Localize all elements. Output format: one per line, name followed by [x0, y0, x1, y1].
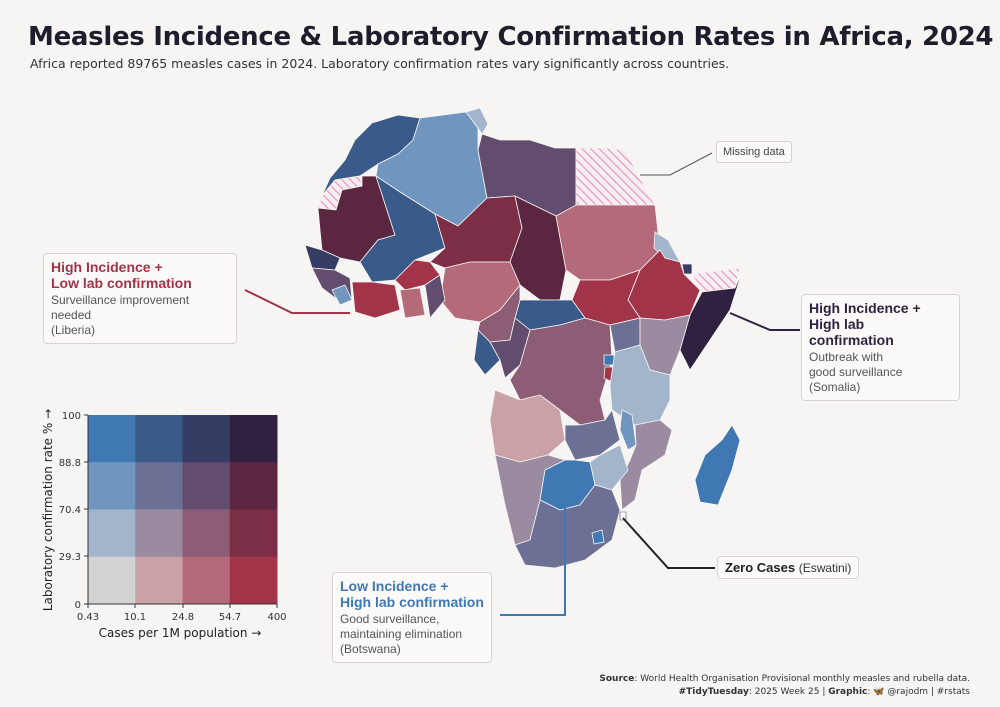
callout-somalia-body-1: Outbreak with	[809, 350, 884, 364]
legend-cell-r1-c3	[229, 462, 278, 510]
legend-cell-r2-c2	[182, 509, 231, 558]
region-liberia	[331, 284, 353, 306]
region-gabon	[473, 329, 501, 376]
footer-tt-label: #TidyTuesday	[678, 687, 749, 697]
x-tick-3: 54.7	[219, 612, 241, 623]
callout-somalia-body-2: good surveillance (Somalia)	[809, 365, 903, 394]
callout-somalia-head-1: High Incidence +	[809, 300, 921, 316]
legend-cell-r2-c3	[229, 509, 278, 558]
callout-liberia-head-1: High Incidence +	[51, 259, 163, 275]
region-lesotho	[591, 529, 605, 545]
callout-liberia-head-2: Low lab confirmation	[51, 275, 192, 291]
callout-botswana-head-2: High lab confirmation	[340, 594, 484, 610]
x-tick-0: 0.43	[77, 612, 99, 623]
leader-eswatini	[622, 517, 715, 569]
callout-somalia: High Incidence + High lab confirmation O…	[801, 294, 960, 401]
page-subtitle: Africa reported 89765 measles cases in 2…	[30, 56, 730, 71]
footer-source-line: Source: World Health Organisation Provis…	[599, 673, 970, 686]
x-tick-2: 24.8	[172, 612, 194, 623]
legend-cell-r0-c3	[229, 415, 278, 463]
missing-data-label: Missing data	[716, 141, 792, 163]
callout-botswana-body-3: (Botswana)	[340, 642, 401, 656]
region-tunisia	[465, 107, 489, 135]
legend-cell-r3-c0	[88, 556, 136, 605]
legend-cell-r2-c1	[135, 509, 183, 558]
region-angola	[489, 389, 566, 463]
callout-somalia-head-2: High lab confirmation	[809, 316, 894, 348]
callout-botswana-body-2: maintaining elimination	[340, 627, 463, 641]
legend-cell-r0-c1	[135, 415, 183, 463]
leader-lines	[244, 152, 800, 616]
y-tick-70: 70.4	[59, 505, 81, 516]
region-benin	[424, 274, 446, 319]
region-mozambique	[619, 419, 673, 511]
leader-liberia	[244, 289, 350, 314]
region-cote-divoire	[351, 281, 401, 319]
region-senegal	[304, 244, 341, 271]
leader-botswana	[500, 480, 566, 616]
footer-graphic-text: : 🦋 @rajodm | #rstats	[867, 687, 970, 697]
legend-cell-r3-c2	[182, 556, 231, 605]
footer-graphic-label: Graphic	[828, 687, 868, 697]
legend-cell-r1-c0	[88, 462, 136, 510]
region-tanzania	[609, 344, 671, 426]
legend-axes	[84, 414, 278, 608]
callout-eswatini-head: Zero Cases	[725, 560, 796, 575]
legend-cell-r0-c0	[88, 415, 136, 463]
footer-source-text: : World Health Organisation Provisional …	[634, 674, 970, 684]
callout-eswatini-country: (Eswatini)	[798, 561, 852, 575]
region-ghana	[399, 287, 426, 319]
legend-x-label: Cases per 1M population →	[99, 626, 262, 640]
legend-y-label: Laboratory confirmation rate % →	[41, 409, 55, 611]
callout-botswana: Low Incidence + High lab confirmation Go…	[332, 572, 492, 663]
region-egypt	[575, 147, 656, 206]
footer-credit-line: #TidyTuesday: 2025 Week 25 | Graphic: 🦋 …	[599, 686, 970, 699]
callout-liberia-body-1: Surveillance improvement needed	[51, 293, 190, 322]
callout-eswatini: Zero Cases (Eswatini)	[717, 556, 860, 579]
legend-cell-r3-c1	[135, 556, 183, 605]
region-zambia	[564, 409, 621, 461]
footer-tt-text: : 2025 Week 25 |	[748, 687, 829, 697]
callout-botswana-head-1: Low Incidence +	[340, 578, 449, 594]
region-malawi	[619, 409, 637, 451]
callout-botswana-body-1: Good surveillance,	[340, 612, 440, 626]
page-title: Measles Incidence & Laboratory Confirmat…	[28, 22, 994, 52]
legend-cell-r0-c2	[182, 415, 231, 463]
callout-liberia-body-2: (Liberia)	[51, 323, 96, 337]
legend-cell-r1-c1	[135, 462, 183, 510]
y-tick-29: 29.3	[59, 552, 81, 563]
legend-cell-r2-c0	[88, 509, 136, 558]
footer-source-label: Source	[599, 674, 635, 684]
callout-liberia: High Incidence + Low lab confirmation Su…	[43, 253, 237, 344]
footer: Source: World Health Organisation Provis…	[599, 673, 970, 699]
legend-cell-r1-c2	[182, 462, 231, 510]
leader-somalia	[729, 312, 800, 331]
region-rwanda	[603, 354, 615, 366]
region-madagascar	[694, 424, 741, 506]
y-tick-100: 100	[62, 411, 81, 422]
y-tick-0: 0	[75, 600, 81, 611]
region-south-africa	[514, 484, 621, 569]
y-tick-88: 88.8	[59, 458, 81, 469]
x-tick-4: 400	[267, 612, 286, 623]
bivariate-legend	[88, 415, 278, 605]
legend-cell-r3-c3	[229, 556, 278, 605]
africa-map	[304, 107, 743, 569]
leader-missing	[640, 152, 713, 176]
x-tick-1: 10.1	[124, 612, 146, 623]
